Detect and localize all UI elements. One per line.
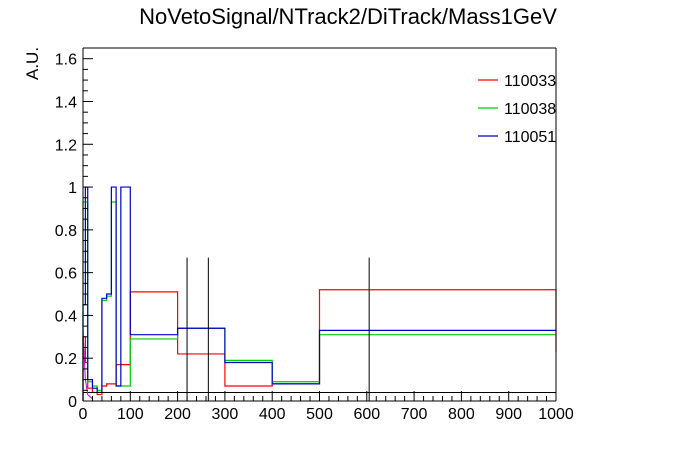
- y-tick-label-1.6: 1.6: [55, 52, 77, 69]
- y-tick-label-1.4: 1.4: [55, 94, 77, 111]
- y-tick-label-1: 1: [68, 180, 77, 197]
- series-line-110051: [82, 186, 556, 401]
- legend-label-110051: 110051: [504, 129, 556, 146]
- legend-label-110033: 110033: [504, 73, 556, 90]
- x-tick-label-100: 100: [117, 406, 144, 423]
- x-tick-label-0: 0: [79, 406, 88, 423]
- x-tick-label-800: 800: [448, 406, 475, 423]
- axes: 0 100 200 300 400 500 600 700 800 900 1000 0 0.2 0.4 0…: [55, 47, 574, 423]
- x-tick-label-500: 500: [306, 406, 333, 423]
- legend-label-110038: 110038: [504, 101, 556, 118]
- y-tick-label-0.2: 0.2: [55, 351, 77, 368]
- overlay-line-5: [82, 330, 93, 400]
- x-tick-label-1000: 1000: [538, 406, 574, 423]
- y-axis-label: A.U.: [23, 47, 42, 80]
- x-tick-label-900: 900: [495, 406, 522, 423]
- plot-area: [82, 186, 557, 401]
- x-tick-label-400: 400: [259, 406, 286, 423]
- legend: 110033 110038 110051: [478, 73, 556, 146]
- y-tick-label-0.8: 0.8: [55, 223, 77, 240]
- y-tick-label-1.2: 1.2: [55, 137, 77, 154]
- x-tick-label-300: 300: [212, 406, 239, 423]
- y-tick-label-0: 0: [68, 394, 77, 411]
- y-tick-label-0.4: 0.4: [55, 308, 77, 325]
- x-tick-label-700: 700: [401, 406, 428, 423]
- x-tick-label-200: 200: [164, 406, 191, 423]
- x-tick-label-600: 600: [353, 406, 380, 423]
- y-tick-label-0.6: 0.6: [55, 266, 77, 283]
- series-line-110038: [82, 201, 556, 401]
- chart-title: NoVetoSignal/NTrack2/DiTrack/Mass1GeV: [139, 4, 557, 29]
